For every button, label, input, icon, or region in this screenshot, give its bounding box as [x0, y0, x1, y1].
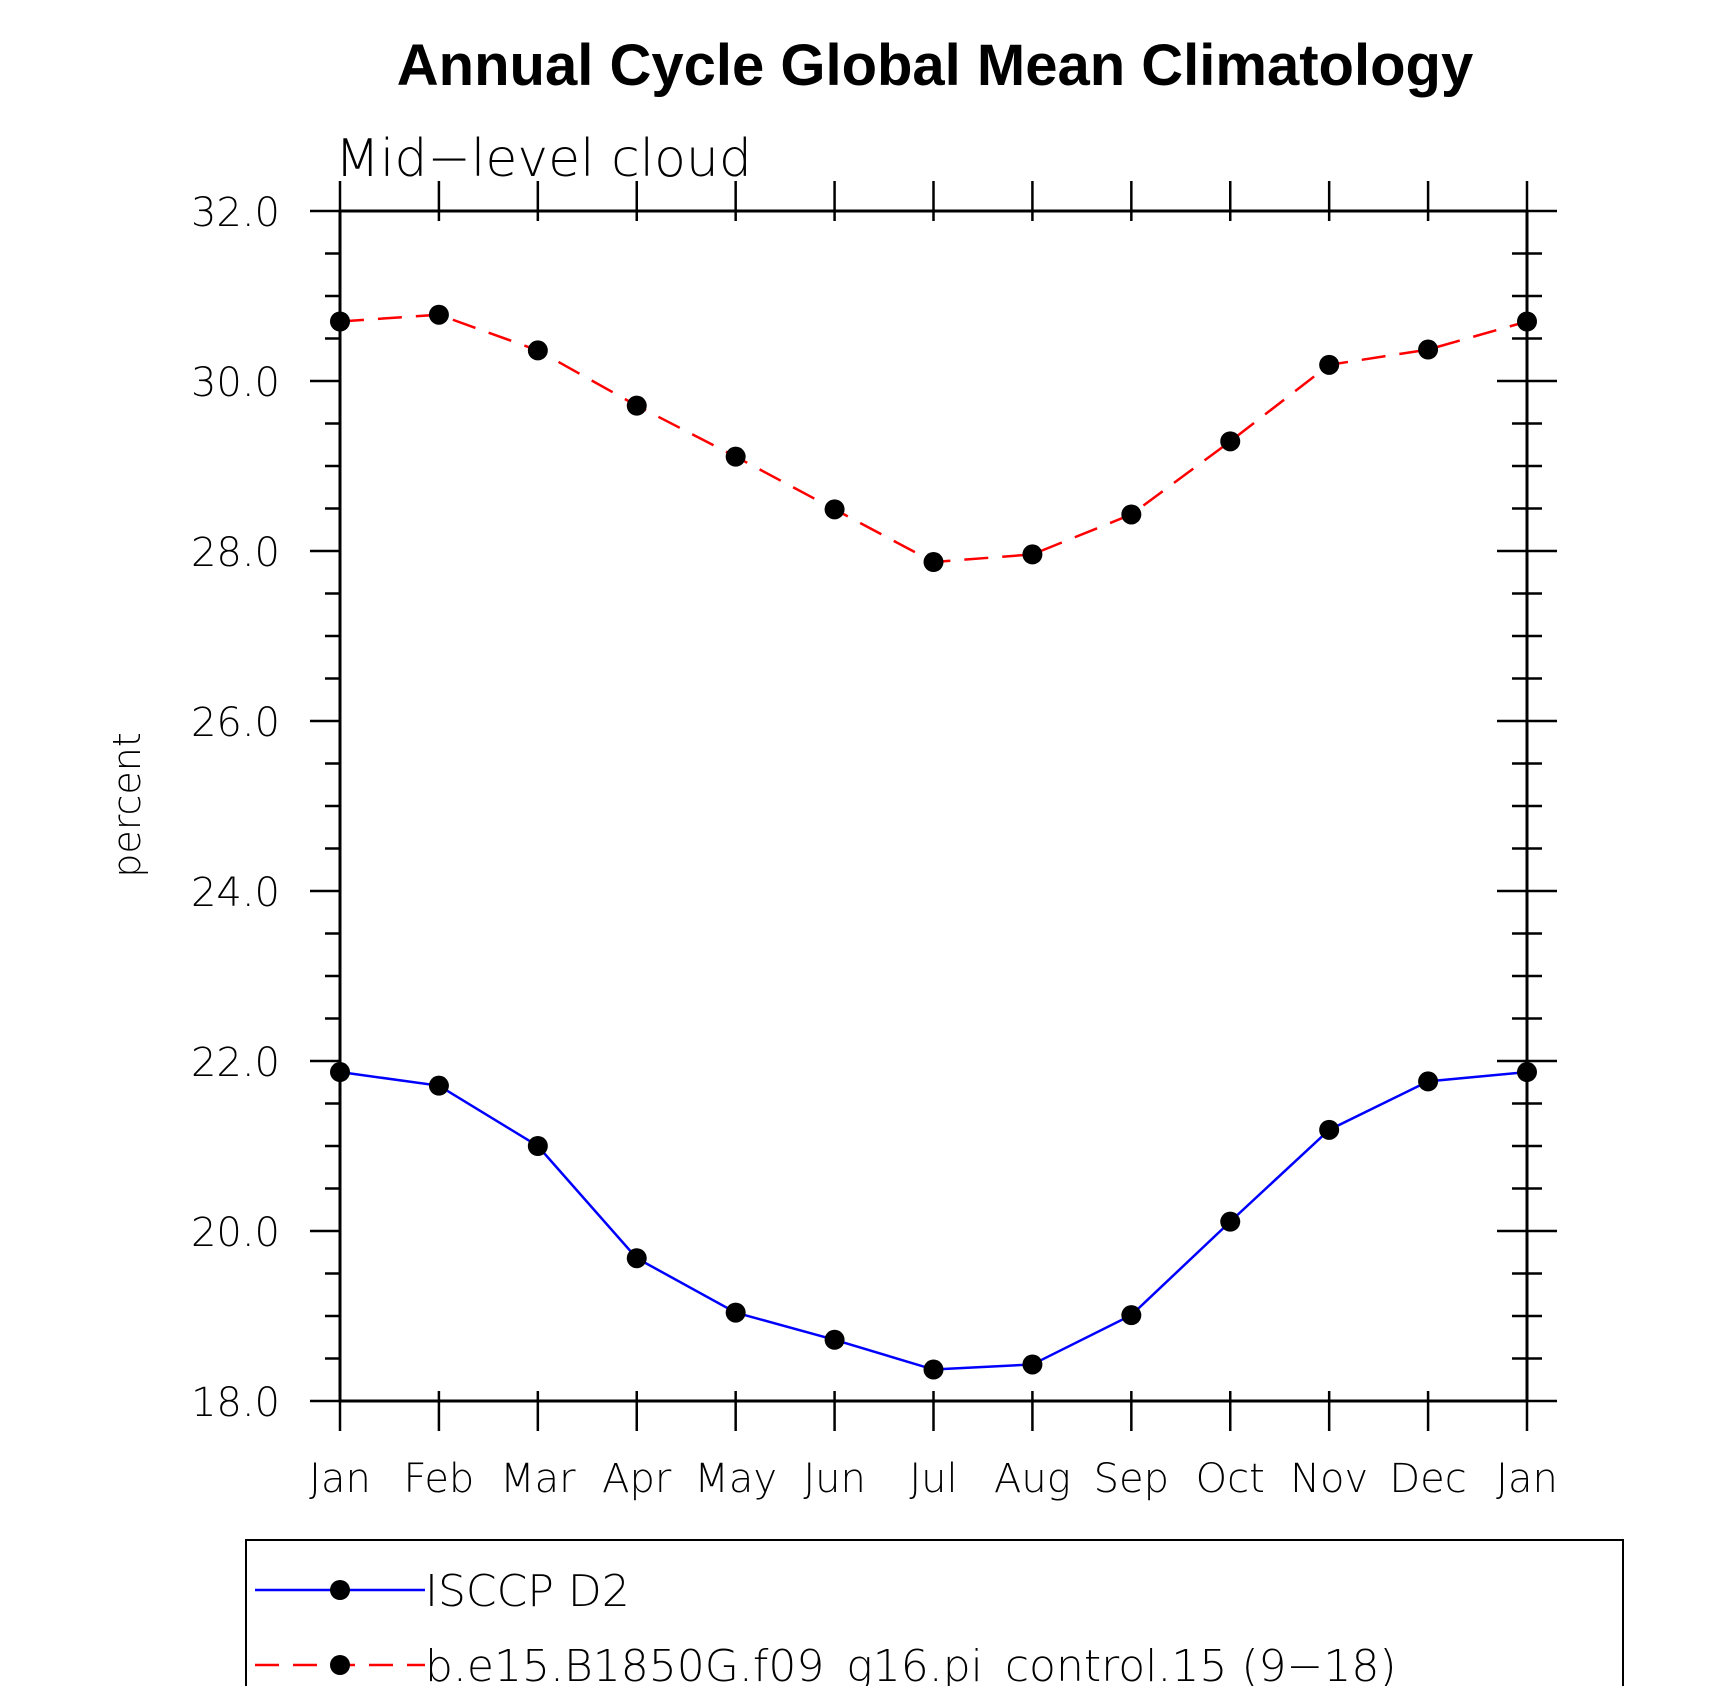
series-line [339, 313, 1528, 564]
data-point [428, 304, 449, 325]
legend-items: ISCCP D2 b.e15.B1850G.f09_g16.pi_control.… [255, 1566, 1397, 1691]
data-point [1121, 504, 1142, 525]
data-point [1418, 339, 1439, 360]
x-tick-label: Jan [309, 1456, 371, 1502]
legend: ISCCP D2 b.e15.B1850G.f09_g16.pi_control.… [245, 1539, 1624, 1691]
y-tick-label: 32.0 [191, 190, 280, 236]
data-point [1517, 1062, 1537, 1083]
x-tick-label: Apr [602, 1456, 672, 1502]
x-tick-label: Aug [994, 1456, 1071, 1502]
data-point [626, 395, 647, 416]
y-tick-label: 26.0 [191, 700, 280, 746]
series-layer [330, 304, 1537, 1380]
y-tick-label: 28.0 [191, 530, 280, 576]
y-tick-label: 22.0 [191, 1040, 280, 1086]
x-tick-label: Nov [1290, 1456, 1368, 1502]
x-tick-label: May [694, 1456, 777, 1502]
data-point [1022, 544, 1043, 565]
x-tick-label: Jul [909, 1456, 957, 1502]
x-tick-label: Oct [1196, 1456, 1265, 1502]
x-tick-label: Feb [404, 1456, 475, 1502]
data-point [1517, 311, 1537, 332]
x-tick-label: Mar [500, 1456, 576, 1502]
data-point [626, 1248, 647, 1269]
data-point [527, 1136, 548, 1156]
data-point [527, 340, 548, 361]
data-point [923, 552, 944, 573]
data-point [824, 499, 845, 520]
data-point [1220, 431, 1241, 452]
x-tick-label: Jan [1496, 1456, 1558, 1502]
data-point [1022, 1354, 1043, 1375]
data-point [330, 311, 350, 332]
data-point [1418, 1071, 1439, 1092]
y-axis-label: percent [105, 732, 149, 878]
legend-marker [330, 1580, 350, 1600]
legend-box [245, 1539, 1624, 1691]
y-tick-label: 18.0 [191, 1380, 280, 1426]
data-point [1319, 354, 1340, 375]
y-tick-label: 30.0 [191, 360, 280, 406]
data-point [824, 1329, 845, 1350]
legend-label: ISCCP D2 [425, 1566, 630, 1617]
y-tick-label: 24.0 [191, 870, 280, 916]
data-point [1121, 1305, 1142, 1326]
plot-frame [338, 209, 1529, 1403]
axes-layer: 18.0 20.0 22.0 24.0 26.0 28.0 30.0 32.0 Jan Feb Ma… [191, 181, 1558, 1502]
legend-marker [330, 1655, 350, 1675]
data-point [725, 1302, 746, 1323]
data-point [1319, 1119, 1340, 1140]
data-point [428, 1075, 449, 1096]
chart-title: Annual Cycle Global Mean Climatology [397, 33, 1473, 98]
chart-subtitle: Mid−level cloud [335, 129, 752, 189]
y-tick-label: 20.0 [191, 1210, 280, 1256]
x-tick-label: Dec [1389, 1456, 1466, 1502]
data-point [923, 1359, 944, 1380]
data-point [725, 446, 746, 467]
data-point [330, 1062, 350, 1083]
legend-label: b.e15.B1850G.f09_g16.pi_control.15 (9−18… [425, 1641, 1397, 1686]
x-tick-label: Sep [1094, 1456, 1169, 1502]
x-tick-label: Jun [803, 1456, 866, 1502]
series-line [339, 1070, 1528, 1371]
data-point [1220, 1211, 1241, 1232]
